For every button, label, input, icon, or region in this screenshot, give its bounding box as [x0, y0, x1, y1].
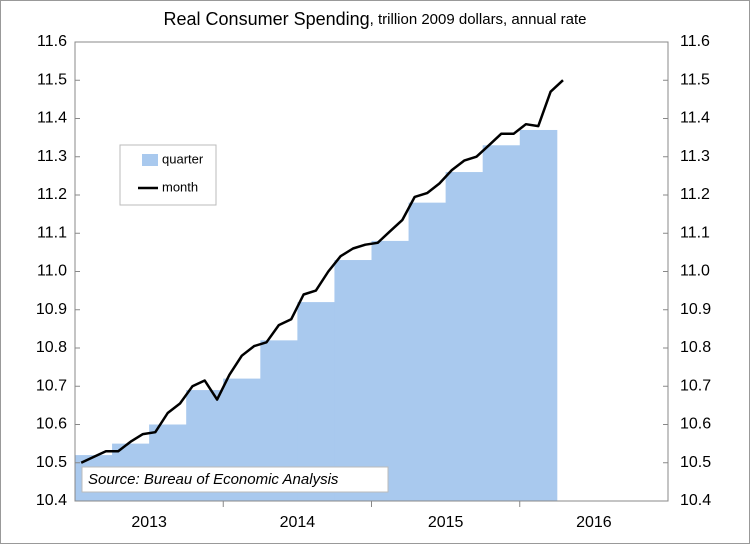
legend-label: quarter	[162, 151, 204, 166]
x-tick-label: 2014	[280, 514, 316, 531]
legend-box	[119, 144, 217, 206]
y2-tick-label: 11.0	[680, 263, 710, 280]
y2-tick-label: 11.2	[680, 186, 710, 203]
month-line	[80, 79, 564, 464]
y-tick-label: 10.7	[36, 377, 67, 394]
y2-tick-label: 11.5	[680, 71, 710, 88]
x-tick-label: 2015	[428, 514, 464, 531]
title: Real Consumer Spending	[164, 9, 370, 29]
annotation-box	[81, 466, 389, 493]
y-tick-label: 11.4	[37, 110, 67, 127]
y-tick-label: 10.4	[36, 492, 67, 509]
y2-tick-label: 11.4	[680, 110, 710, 127]
quarter-bar	[519, 129, 558, 501]
y-tick-label: 11.6	[37, 33, 67, 50]
y-tick-label: 11.1	[37, 224, 67, 241]
y2-tick-label: 10.6	[680, 416, 711, 433]
y-tick-label: 10.6	[36, 416, 67, 433]
y2-tick-label: 10.4	[680, 492, 711, 509]
quarter-bar	[482, 145, 521, 501]
y-tick-label: 10.5	[36, 454, 67, 471]
x-tick-label: 2013	[131, 514, 167, 531]
y-tick-label: 11.0	[37, 263, 67, 280]
y2-tick-label: 11.1	[680, 224, 710, 241]
y2-tick-label: 10.7	[680, 377, 711, 394]
x-tick-label: 2016	[576, 514, 612, 531]
subtitle: , trillion 2009 dollars, annual rate	[370, 11, 587, 28]
quarter-bar	[445, 172, 484, 502]
y2-tick-label: 11.6	[680, 33, 710, 50]
y-tick-label: 10.8	[36, 339, 67, 356]
y2-tick-label: 11.3	[680, 148, 710, 165]
y-tick-label: 10.9	[36, 301, 67, 318]
quarter-bar	[371, 240, 410, 501]
legend-label: month	[162, 179, 198, 194]
y2-tick-label: 10.9	[680, 301, 711, 318]
y2-tick-label: 10.8	[680, 339, 711, 356]
y2-tick-label: 10.5	[680, 454, 711, 471]
quarter-bar	[334, 260, 372, 501]
y-tick-label: 11.5	[37, 71, 67, 88]
legend-swatch	[142, 154, 158, 166]
annotation: Source: Bureau of Economic Analysis	[88, 471, 339, 488]
y-tick-label: 11.2	[37, 186, 67, 203]
chart-title: Real Consumer Spending, trillion 2009 do…	[164, 9, 587, 29]
quarter-bar	[408, 202, 447, 501]
y-tick-label: 11.3	[37, 148, 67, 165]
